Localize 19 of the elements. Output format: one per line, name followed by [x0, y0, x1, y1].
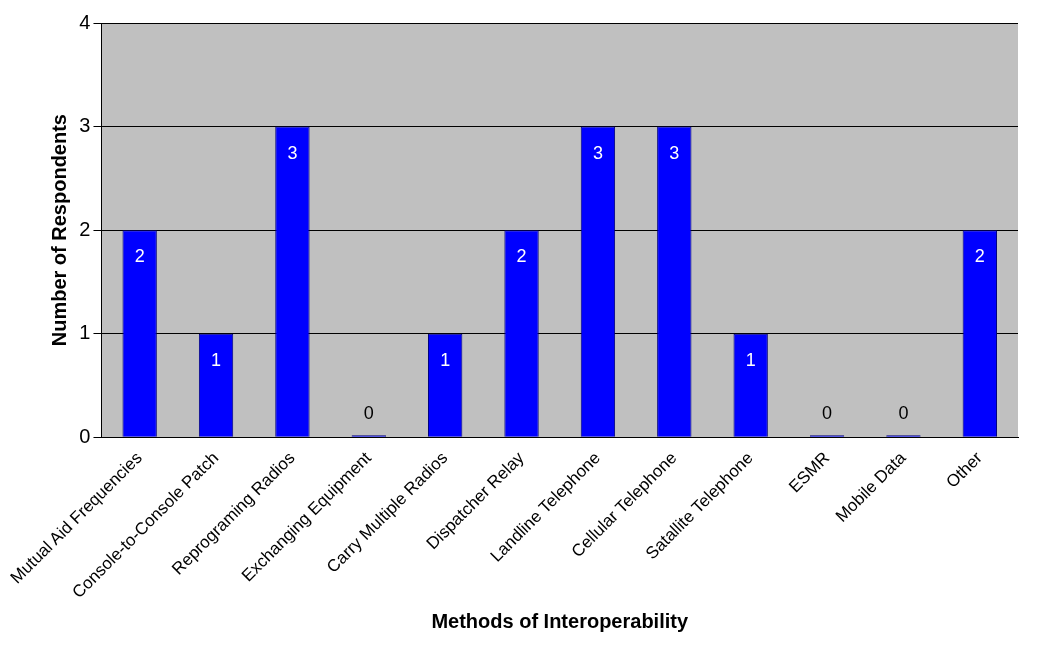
data-label: 3 [287, 142, 298, 163]
data-label: 1 [745, 349, 756, 370]
data-label: 0 [822, 403, 833, 424]
y-tick-label: 3 [79, 114, 91, 137]
data-label: 3 [592, 142, 603, 163]
data-label: 2 [134, 246, 145, 267]
data-label: 3 [669, 142, 680, 163]
y-axis-title: Number of Respondents [47, 114, 70, 347]
data-label: 1 [440, 349, 451, 370]
data-label: 0 [363, 403, 374, 424]
y-tick-label: 4 [79, 10, 91, 33]
data-label: 2 [516, 246, 527, 267]
y-tick-label: 2 [79, 217, 91, 240]
y-tick-label: 0 [79, 424, 91, 447]
data-label: 0 [898, 403, 909, 424]
data-label: 1 [211, 349, 222, 370]
y-tick-label: 1 [79, 321, 91, 344]
data-label: 2 [974, 246, 985, 267]
x-axis-title: Methods of Interoperability [431, 609, 689, 632]
